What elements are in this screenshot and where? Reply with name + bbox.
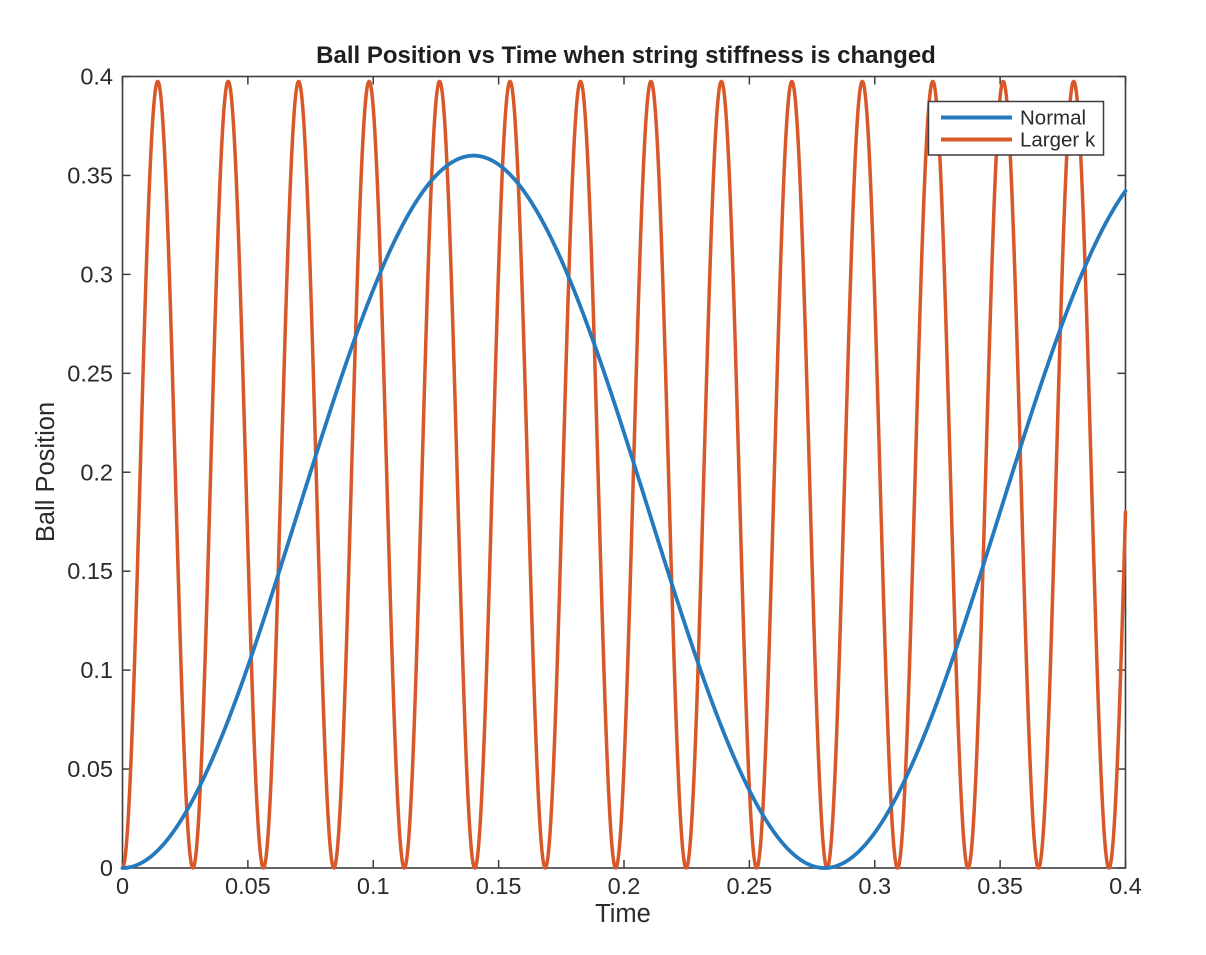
x-tick-label: 0.2 <box>608 873 641 899</box>
x-tick-label: 0.1 <box>357 873 390 899</box>
chart-title: Ball Position vs Time when string stiffn… <box>316 42 936 69</box>
y-tick-label: 0.05 <box>67 756 113 782</box>
x-tick-label: 0.3 <box>858 873 891 899</box>
y-tick-label: 0.1 <box>80 657 113 683</box>
y-tick-label: 0.15 <box>67 558 113 584</box>
y-tick-label: 0.25 <box>67 360 113 386</box>
x-tick-label: 0.05 <box>225 873 271 899</box>
x-axis-label: Time <box>595 900 651 928</box>
x-tick-label: 0.4 <box>1109 873 1142 899</box>
series-line-normal <box>120 153 1128 870</box>
legend-label: Normal <box>1020 107 1086 130</box>
y-axis-label: Ball Position <box>32 402 60 542</box>
y-tick-label: 0 <box>100 855 113 881</box>
legend-label: Larger k <box>1020 129 1096 152</box>
series-line-larger-k <box>120 79 1128 870</box>
x-tick-label: 0.15 <box>476 873 522 899</box>
y-tick-label: 0.4 <box>80 64 113 90</box>
x-tick-label: 0.25 <box>727 873 773 899</box>
legend-box <box>927 100 1105 156</box>
x-tick-label: 0 <box>116 873 129 899</box>
x-tick-label: 0.35 <box>977 873 1023 899</box>
y-tick-label: 0.35 <box>67 162 113 188</box>
y-tick-label: 0.2 <box>80 459 113 485</box>
y-tick-label: 0.3 <box>80 261 113 287</box>
